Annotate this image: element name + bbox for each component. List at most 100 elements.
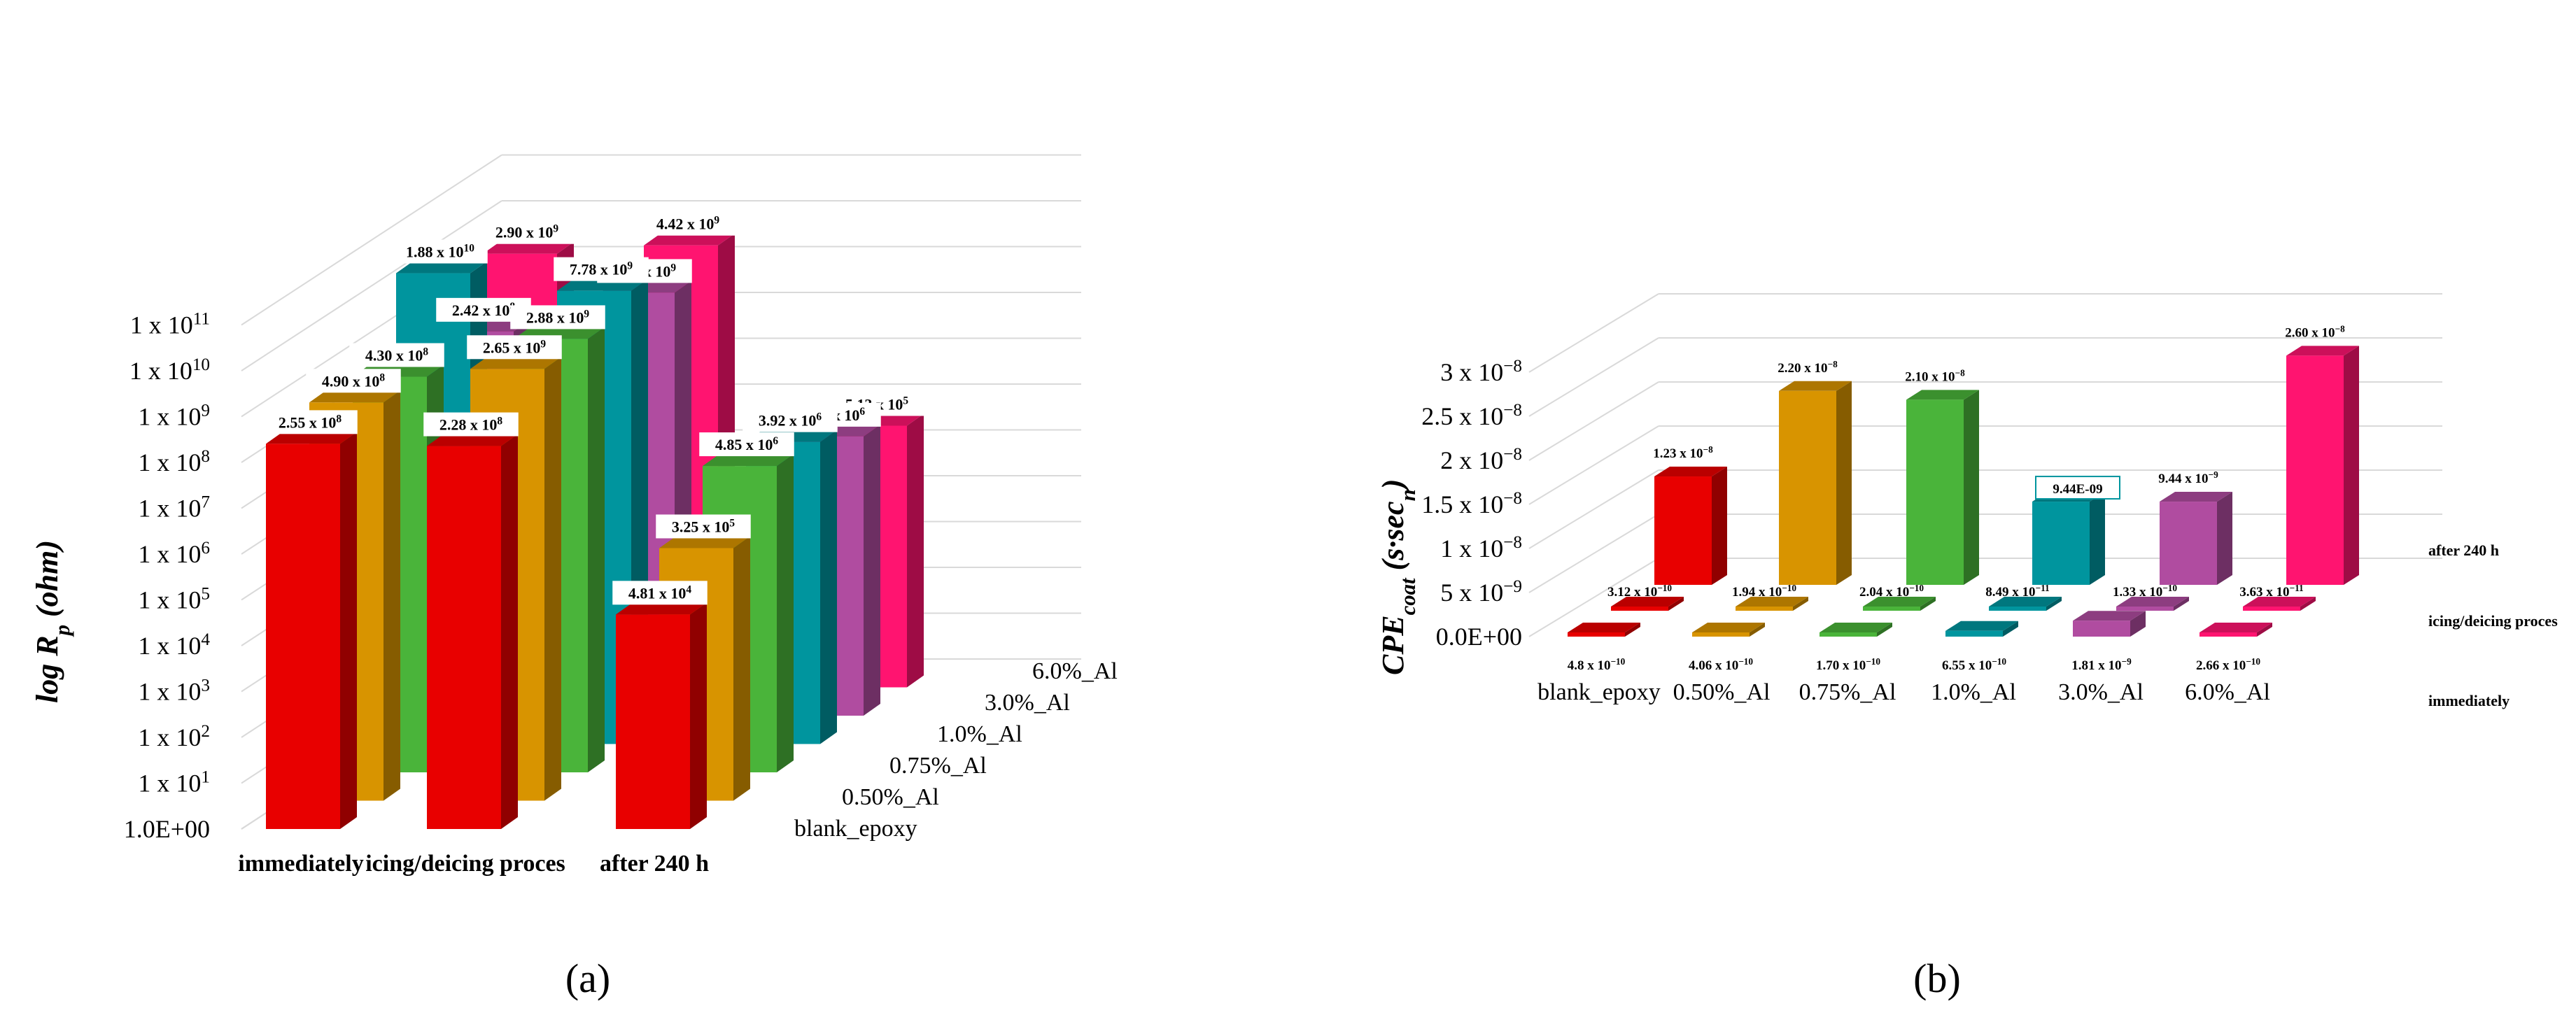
barb-immediately-3 [1945,621,2018,637]
label-0.75%_Al-2-box [699,432,794,457]
barb-after240h-4-side [2217,492,2232,585]
chart-b-y-tick-6: 3 x 10−8 [1440,357,1522,387]
barb-icingdeicingproces-1-front [1736,607,1793,611]
barb-after240h-5-top [2286,346,2359,356]
chart-b-y-tick-3: 1.5 x 10−8 [1421,489,1522,519]
labelb-1-3-text: 8.49 x 10−11 [1985,583,2049,600]
labelb-1-2: 2.04 x 10−10 [1859,583,1924,600]
chart-a-y-tick-4: 1 x 104 [138,630,210,660]
series-axis-label-6.0%_Al: 6.0%_Al [1032,658,1118,684]
barb-after240h-0-front [1654,476,1712,585]
barb-after240h-1-top [1779,381,1852,391]
label-6.0%_Al-0-box [479,220,575,244]
chart-a-grid-diag-11 [241,154,502,326]
chart-b-y-tick-4: 2 x 10−8 [1440,445,1522,475]
barb-immediately-5-side [2257,623,2272,637]
chart-b-grid-diag-1 [1528,513,1659,593]
bar-blank_epoxy-1 [427,434,518,829]
labelb-box [2035,476,2120,500]
category-label-b-4: 3.0%_Al [2058,679,2144,705]
barb-immediately-4-front [2073,621,2130,637]
chart-b-grid-diag-2 [1528,469,1659,549]
series-axis-label-1.0%_Al: 1.0%_Al [937,721,1022,747]
labelb-2-3: 9.44E-09 [2035,476,2120,500]
barb-icingdeicingproces-0 [1611,597,1684,611]
labelb-2-2-text: 2.10 x 10−8 [1905,367,1965,385]
category-label-b-0: blank_epoxy [1537,679,1661,705]
label-0.50%_Al-1-box [467,335,562,360]
chart-b-grid-diag-0 [1528,558,1659,637]
labelb-1-0-text: 3.12 x 10−10 [1607,583,1672,600]
barb-immediately-1-side [1750,623,1765,637]
labelb-0-3: 6.55 x 10−10 [1942,656,2006,674]
barb-after240h-1-front [1779,390,1836,585]
barb-immediately-2-side [1877,623,1892,637]
barb-immediately-1 [1692,623,1765,637]
label-blank_epoxy-1-text: 2.28 x 108 [439,415,503,434]
label-6.0%_Al-1: 4.42 x 109 [640,211,736,236]
labelb-1-4: 1.33 x 10−10 [2113,583,2177,600]
barb-immediately-5 [2200,623,2272,637]
label-6.0%_Al-0: 2.90 x 109 [479,220,575,244]
label-3.0%_Al-0-text: 2.42 x 108 [452,300,516,319]
labelb-1-1-text: 1.94 x 10−10 [1732,583,1796,600]
label-6.0%_Al-0-text: 2.90 x 109 [495,222,559,241]
series-axis-label-0.75%_Al: 0.75%_Al [889,753,987,779]
barb-after240h-0-side [1712,467,1727,585]
bar-blank_epoxy-2-side [690,602,707,829]
chart-b-grid-diag-4 [1528,381,1659,461]
barb-immediately-3-front [1945,630,2003,637]
chart-b-y-axis-title: CPEcoat (s·secn) [1376,479,1420,675]
label-blank_epoxy-0: 2.55 x 108 [262,410,358,434]
barb-after240h-3-front [2032,502,2090,585]
bar-0.50%_Al-0-top [309,390,400,403]
labelb-0-2-text: 1.70 x 10−10 [1816,656,1880,674]
barb-immediately-0-side [1625,622,1640,637]
category-label-1: icing/deicing proces [365,851,565,877]
category-label-2: after 240 h [600,851,709,877]
barb-icingdeicingproces-1 [1736,597,1808,611]
bar-blank_epoxy-1-top [427,434,518,446]
labelb-1-3: 8.49 x 10−11 [1985,583,2049,600]
labelb-text: 9.44E-09 [2053,482,2102,497]
label-blank_epoxy-2-box [612,581,708,605]
bar-blank_epoxy-2-top [616,602,707,615]
chart-b-grid-diag-5 [1528,337,1659,417]
barb-after240h-1-side [1836,381,1852,585]
barb-immediately-1-top [1692,623,1765,632]
label-0.50%_Al-2-text: 3.25 x 105 [672,517,736,536]
series-axis-label-blank_epoxy: blank_epoxy [794,816,917,842]
bar-blank_epoxy-0 [266,432,357,829]
labelb-2-4-text: 9.44 x 10−9 [2158,469,2218,487]
label-0.75%_Al-0-text: 4.30 x 108 [365,346,429,364]
barb-immediately-4-side [2130,611,2146,637]
barb-immediately-4-top [2073,611,2146,621]
chart-a-y-tick-11: 1 x 1011 [130,309,210,339]
label-0.50%_Al-0-box [306,369,401,393]
label-0.75%_Al-0: 4.30 x 108 [349,343,444,367]
barb-after240h-0 [1654,467,1727,585]
series-axis-label-b-0: immediately [2428,692,2510,709]
label-1.0%_Al-1-box [554,257,649,281]
barb-after240h-4 [2160,492,2232,585]
chart-a-y-tick-6: 1 x 106 [138,539,210,569]
barb-after240h-4-top [2160,492,2232,502]
category-label-0: immediately [238,851,363,877]
barb-icingdeicingproces-3-side [2046,597,2062,611]
label-1.0%_Al-1-text: 7.78 x 109 [570,260,633,278]
label-0.50%_Al-0-text: 4.90 x 108 [322,371,386,390]
label-0.50%_Al-2: 3.25 x 105 [656,514,751,539]
barb-icingdeicingproces-5-top [2243,597,2316,607]
panel-label-a: (a) [565,956,610,1001]
barb-after240h-2-front [1906,399,1964,585]
barb-immediately-5-front [2200,632,2257,637]
chart-a-y-ticks: 1.0E+00 1 x 101 1 x 102 1 x 103 1 x 104 1 x 1… [124,309,211,843]
category-label-b-2: 0.75%_Al [1799,679,1896,705]
bar-0.50%_Al-2-side [733,536,750,801]
label-0.75%_Al-1-box [510,305,605,330]
bar-1.0%_Al-0-top [396,261,487,274]
barb-after240h-5-side [2344,346,2359,585]
label-1.0%_Al-0-text: 1.88 x 1010 [406,242,474,261]
